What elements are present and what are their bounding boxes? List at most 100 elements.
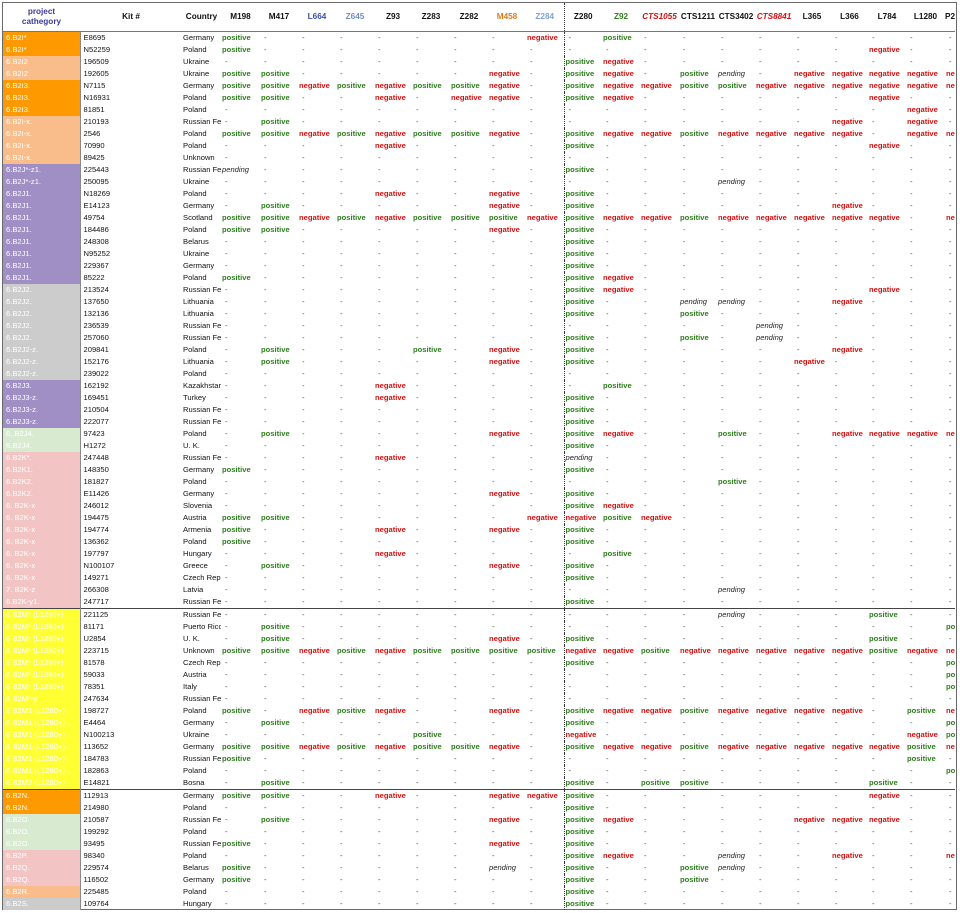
result-cell-m198: -: [225, 237, 228, 246]
result-cell-p278-2: positive: [946, 682, 955, 691]
result-cell-l784: positive: [869, 646, 898, 655]
result-cell-m417: -: [264, 682, 267, 691]
country-cell: Poland: [183, 141, 207, 150]
result-cell-z93: -: [378, 477, 381, 486]
project-category-cell: 6.B2I*: [3, 31, 81, 44]
project-category-cell: 6.B2I2: [3, 68, 81, 80]
result-cell-l1280: -: [910, 694, 913, 703]
kit-number-cell: 89425: [83, 153, 105, 162]
result-cell-z93: -: [378, 309, 381, 318]
result-cell-z280: positive: [563, 789, 602, 802]
result-cell-p278-2: negative: [946, 69, 955, 78]
table-row: 6.B2I2 192605 Ukraine positive positive - - - - -…: [3, 68, 955, 80]
result-cell-z284: -: [530, 754, 533, 763]
result-cell-cts1055: -: [644, 261, 647, 270]
result-cell-m458: -: [492, 237, 495, 246]
result-cell-z93: -: [378, 237, 381, 246]
result-cell-cts1055: -: [644, 273, 647, 282]
result-cell-cts1211: -: [683, 201, 686, 210]
result-cell-p278-2: -: [949, 827, 952, 836]
result-cell-l664: -: [302, 525, 305, 534]
result-cell-z280: positive: [563, 344, 602, 356]
result-cell-cts8841: -: [759, 622, 762, 631]
project-category-cell: 6.B2J2-z.: [3, 344, 81, 356]
result-cell-z645: -: [340, 537, 343, 546]
result-cell-cts1211: -: [683, 489, 686, 498]
result-cell-z283: positive: [413, 730, 442, 739]
result-cell-cts1211: -: [683, 57, 686, 66]
result-cell-z645: -: [340, 429, 343, 438]
result-cell-z284: -: [530, 634, 533, 643]
result-cell-z282: -: [454, 153, 457, 162]
result-cell-cts1211: -: [683, 887, 686, 896]
country-cell: Greece: [183, 561, 208, 570]
header-project-label: project cathegory: [21, 7, 62, 26]
result-cell-cts1055: -: [644, 201, 647, 210]
result-cell-cts3402: -: [721, 93, 724, 102]
result-cell-z282: -: [454, 718, 457, 727]
result-cell-z93: -: [378, 117, 381, 126]
table-row: 6.B2J1. 49754 Scotland positive positive nega…: [3, 212, 955, 224]
result-cell-m458: -: [492, 165, 495, 174]
result-cell-l784: negative: [869, 429, 900, 438]
project-category-cell: 7. B2K-z: [3, 584, 81, 596]
kit-number-cell: 70990: [83, 141, 105, 150]
result-cell-z93: -: [378, 718, 381, 727]
result-cell-z93: -: [378, 225, 381, 234]
result-cell-l366: -: [835, 165, 838, 174]
result-cell-cts1211: -: [683, 33, 686, 42]
result-cell-l784: -: [872, 261, 875, 270]
result-cell-cts3402: -: [721, 453, 724, 462]
result-cell-z284: -: [530, 393, 533, 402]
result-cell-cts1211: -: [683, 513, 686, 522]
result-cell-z282: -: [454, 561, 457, 570]
result-cell-l366: -: [835, 309, 838, 318]
result-cell-p278-2: -: [949, 261, 952, 270]
table-row: 6.B2J1. 85222 Poland positive - - - - - - - - positi…: [3, 272, 955, 284]
result-cell-cts1055: -: [644, 345, 647, 354]
result-cell-m458: -: [492, 141, 495, 150]
result-cell-z284: -: [530, 381, 533, 390]
result-cell-l664: -: [302, 93, 305, 102]
result-cell-z645: positive: [337, 706, 366, 715]
result-cell-l664: negative: [299, 706, 330, 715]
result-cell-z93: -: [378, 153, 381, 162]
result-cell-cts1211: -: [683, 261, 686, 270]
result-cell-z645: positive: [337, 81, 366, 90]
result-cell-l1280: -: [910, 417, 913, 426]
result-cell-z282: -: [454, 549, 457, 558]
result-cell-l1280: -: [910, 561, 913, 570]
result-cell-z645: -: [340, 165, 343, 174]
result-cell-l1280: -: [910, 189, 913, 198]
result-cell-l664: -: [302, 165, 305, 174]
result-cell-cts1211: -: [683, 405, 686, 414]
result-cell-l366: -: [835, 105, 838, 114]
result-cell-m458: -: [492, 766, 495, 775]
result-cell-z282: -: [454, 682, 457, 691]
result-cell-m458: positive: [489, 213, 518, 222]
result-cell-z283: -: [416, 261, 419, 270]
result-cell-l366: negative: [832, 742, 863, 751]
result-cell-l784: -: [872, 851, 875, 860]
result-cell-cts1211: -: [679, 789, 717, 802]
table-row: 6.B2N. 214980 Poland - - - - - - - - - positive - - - - -…: [3, 802, 955, 814]
result-cell-z284: -: [530, 309, 533, 318]
result-cell-l1280: -: [910, 249, 913, 258]
result-cell-cts1211: -: [683, 754, 686, 763]
result-cell-l366: -: [835, 93, 838, 102]
result-cell-l365: -: [797, 573, 800, 582]
result-cell-z282: -: [454, 887, 457, 896]
result-cell-l366: -: [835, 57, 838, 66]
table-row: 6.B2M1 (L1280+) E4464 Germany - positive - - - -…: [3, 717, 955, 729]
result-cell-l784: -: [872, 321, 875, 330]
result-cell-cts8841: -: [759, 513, 762, 522]
result-cell-cts3402: pending: [718, 851, 746, 860]
result-cell-p278-2: -: [949, 875, 952, 884]
country-cell: Poland: [183, 369, 207, 378]
result-cell-l784: -: [872, 201, 875, 210]
result-cell-cts3402: -: [721, 261, 724, 270]
result-cell-m198: positive: [222, 225, 251, 234]
result-cell-m458: negative: [489, 839, 520, 848]
country-cell: Poland: [183, 93, 207, 102]
country-cell: Germany: [182, 789, 221, 802]
